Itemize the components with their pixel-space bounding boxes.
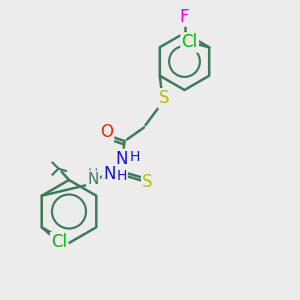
- Text: H: H: [116, 169, 127, 182]
- Text: S: S: [159, 89, 169, 107]
- Text: F: F: [180, 8, 189, 26]
- Text: H: H: [88, 167, 98, 181]
- Text: N: N: [103, 165, 116, 183]
- Text: Cl: Cl: [51, 233, 67, 251]
- Text: N: N: [115, 150, 128, 168]
- Text: N: N: [87, 172, 99, 187]
- Text: Cl: Cl: [182, 33, 198, 51]
- Text: S: S: [142, 173, 153, 191]
- Text: H: H: [130, 150, 140, 164]
- Text: O: O: [100, 123, 113, 141]
